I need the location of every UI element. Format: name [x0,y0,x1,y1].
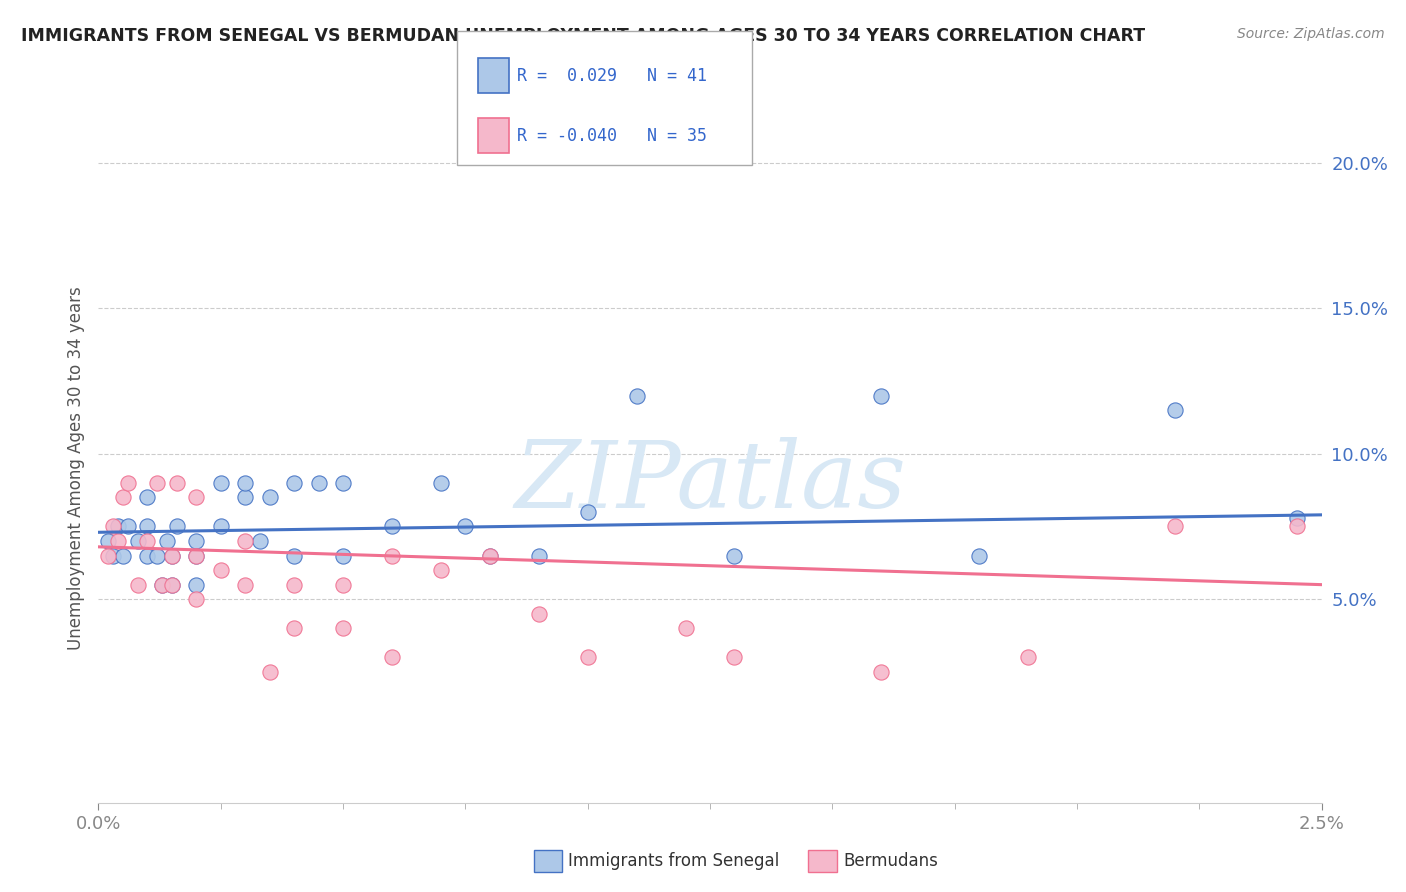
Point [381,549,404,563]
Point [967,549,990,563]
Point [209,475,232,490]
Point [283,577,305,591]
Point [283,549,305,563]
Text: IMMIGRANTS FROM SENEGAL VS BERMUDAN UNEMPLOYMENT AMONG AGES 30 TO 34 YEARS CORRE: IMMIGRANTS FROM SENEGAL VS BERMUDAN UNEM… [21,27,1146,45]
Point [332,621,354,635]
Point [107,519,129,533]
Point [454,519,477,533]
Point [209,563,232,577]
Text: Immigrants from Senegal: Immigrants from Senegal [568,852,779,870]
Point [283,475,305,490]
Point [186,549,208,563]
Point [576,505,599,519]
Point [430,563,453,577]
Point [259,665,281,679]
Point [136,491,159,505]
Point [870,665,893,679]
Point [117,475,139,490]
Point [136,519,159,533]
Text: Bermudans: Bermudans [844,852,938,870]
Point [527,607,550,621]
Point [576,650,599,665]
Text: ZIPatlas: ZIPatlas [515,437,905,526]
Point [111,549,134,563]
Point [160,577,183,591]
Point [150,577,173,591]
Point [166,475,188,490]
Point [233,475,256,490]
Point [283,621,305,635]
Point [381,519,404,533]
Point [478,549,501,563]
Point [186,491,208,505]
Point [1164,519,1187,533]
Point [1017,650,1039,665]
Point [332,549,354,563]
Point [233,534,256,549]
Point [675,621,697,635]
Point [1286,510,1309,524]
Point [150,577,173,591]
Point [97,534,120,549]
Point [332,577,354,591]
Point [186,534,208,549]
Point [723,650,745,665]
Point [136,549,159,563]
Point [259,491,281,505]
Point [160,577,183,591]
Text: R = -0.040   N = 35: R = -0.040 N = 35 [517,127,707,145]
Point [186,549,208,563]
Point [101,549,124,563]
Point [186,577,208,591]
Point [127,577,149,591]
Point [233,577,256,591]
Y-axis label: Unemployment Among Ages 30 to 34 years: Unemployment Among Ages 30 to 34 years [66,286,84,650]
Point [127,534,149,549]
Point [186,592,208,607]
Point [1286,519,1309,533]
Point [478,549,501,563]
Point [626,388,648,402]
Point [136,534,159,549]
Point [870,388,893,402]
Point [332,475,354,490]
Text: Source: ZipAtlas.com: Source: ZipAtlas.com [1237,27,1385,41]
Point [308,475,330,490]
Point [160,549,183,563]
Point [1164,403,1187,417]
Point [233,491,256,505]
Point [97,549,120,563]
Point [160,549,183,563]
Point [381,650,404,665]
Point [209,519,232,533]
Point [166,519,188,533]
Point [430,475,453,490]
Point [107,534,129,549]
Point [249,534,271,549]
Point [723,549,745,563]
Text: R =  0.029   N = 41: R = 0.029 N = 41 [517,67,707,85]
Point [527,549,550,563]
Point [101,519,124,533]
Point [156,534,179,549]
Point [146,475,169,490]
Point [117,519,139,533]
Point [111,491,134,505]
Point [146,549,169,563]
